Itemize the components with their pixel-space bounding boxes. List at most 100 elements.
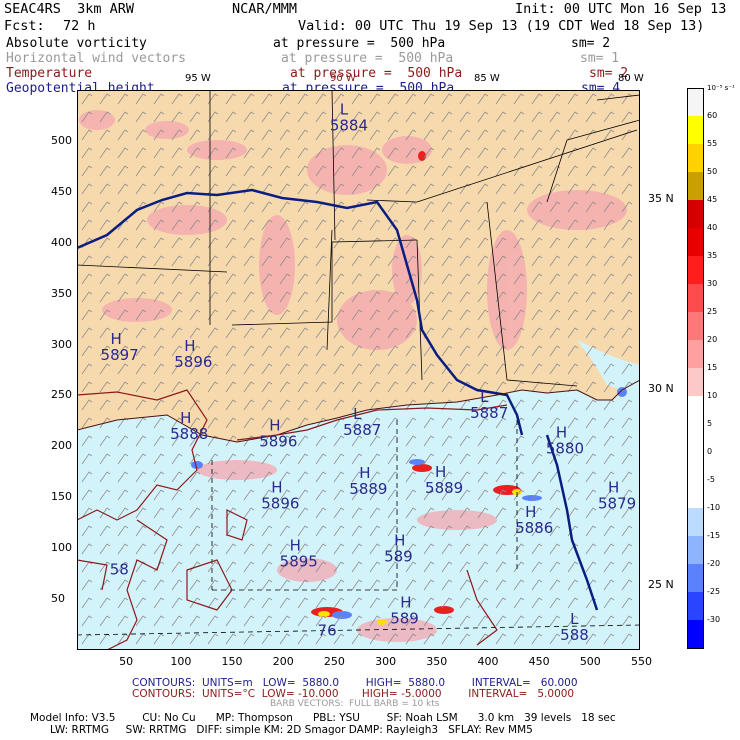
colorbar-level-label: 25	[707, 307, 718, 316]
height-value-label: 58	[110, 561, 129, 579]
lat-label-30n: 30 N	[648, 382, 674, 395]
lon-label-95w: 95 W	[185, 73, 211, 84]
height-marker-low: L	[340, 101, 349, 119]
y-tick-label: 300	[51, 337, 72, 351]
height-marker-high: H	[394, 531, 405, 549]
colorbar-level-label: -25	[707, 587, 721, 596]
footer-model-info-2: LW: RRTMG SW: RRTMG DIFF: simple KM: 2D …	[30, 724, 533, 736]
height-value-label: 5884	[330, 117, 368, 135]
lon-label-85w: 85 W	[474, 73, 500, 84]
colorbar-segment	[687, 592, 704, 620]
x-tick-label: 400	[477, 655, 499, 668]
field-level-vorticity: at pressure = 500 hPa	[273, 36, 446, 51]
field-level-wind: at pressure = 500 hPa	[281, 51, 454, 66]
x-tick-label: 550	[631, 655, 652, 668]
lat-label-35n: 35 N	[648, 192, 674, 205]
colorbar-segment	[687, 536, 704, 564]
x-tick-label: 500	[579, 655, 601, 668]
x-tick-label: 200	[272, 655, 294, 668]
x-tick-label: 300	[375, 655, 397, 668]
colorbar-segment	[687, 620, 704, 649]
lon-label-90w: 90 W	[330, 73, 356, 84]
colorbar-segment	[687, 284, 704, 312]
colorbar-level-label: 50	[707, 167, 718, 176]
init-time: Init: 00 UTC Mon 16 Sep 13	[515, 1, 727, 17]
field-sm-wind: sm= 1	[580, 51, 620, 66]
height-value-label: 5886	[515, 519, 553, 537]
fcst-value: 72 h	[63, 18, 96, 34]
field-sm-vorticity: sm= 2	[571, 36, 611, 51]
x-tick-label: 150	[221, 655, 243, 668]
x-tick-label: 450	[528, 655, 550, 668]
height-marker-low: L	[570, 610, 579, 628]
height-marker-high: H	[290, 537, 301, 555]
height-value-label: 5897	[101, 346, 139, 364]
y-tick-label: 200	[51, 439, 72, 453]
height-value-label: 5889	[349, 480, 387, 498]
coastline	[77, 379, 640, 443]
colorbar-segment	[687, 172, 704, 200]
colorbar-level-label: 10	[707, 391, 718, 400]
y-tick-label: 400	[51, 235, 72, 249]
height-marker-low: L	[480, 388, 489, 406]
temperature-contours	[77, 389, 508, 650]
colorbar-level-label: 0	[707, 447, 713, 456]
colorbar-segment	[687, 508, 704, 536]
lat-label-25n: 25 N	[648, 578, 674, 591]
height-value-label: 76	[318, 622, 337, 640]
colorbar-segment	[687, 312, 704, 340]
field-level-temperature: at pressure = 500 hPa	[290, 66, 463, 81]
y-tick-label: 350	[51, 286, 72, 300]
colorbar-level-label: 55	[707, 139, 718, 148]
colorbar-level-label: -30	[707, 615, 721, 624]
center-label: NCAR/MMM	[232, 1, 298, 17]
x-tick-label: 100	[170, 655, 192, 668]
x-tick-label: 50	[119, 655, 134, 668]
height-value-label: 589	[390, 610, 419, 628]
height-marker-low: L	[353, 405, 362, 423]
height-value-label: 5887	[343, 421, 381, 439]
colorbar-segment	[687, 256, 704, 284]
colorbar-segment	[687, 424, 704, 452]
colorbar-segment	[687, 480, 704, 508]
state-borders	[77, 90, 640, 650]
height-marker-high: H	[608, 478, 619, 496]
height-marker-high: H	[269, 416, 280, 434]
height-value-label: 588	[560, 626, 589, 644]
colorbar-segment	[687, 340, 704, 368]
height-value-label: 5895	[280, 553, 318, 571]
wind-barbs	[77, 90, 640, 650]
colorbar-level-label: 60	[707, 111, 718, 120]
height-value-label: 5889	[425, 479, 463, 497]
footer-barb-info: BARB VECTORS: FULL BARB = 10 kts	[270, 699, 440, 709]
colorbar-level-label: 45	[707, 195, 718, 204]
y-tick-label: 500	[51, 133, 72, 147]
footer-temp-contours: CONTOURS: UNITS=°C LOW= -10.000 HIGH= -5…	[132, 688, 575, 700]
height-value-label: 5896	[259, 432, 297, 450]
y-tick-label: 100	[51, 541, 72, 555]
field-name-vorticity: Absolute vorticity	[6, 36, 147, 51]
colorbar-level-label: 30	[707, 279, 718, 288]
y-tick-label: 50	[51, 592, 65, 606]
height-marker-high: H	[359, 464, 370, 482]
colorbar-segment	[687, 452, 704, 480]
height-value-label: 589	[384, 547, 413, 565]
height-marker-high: H	[400, 594, 411, 612]
colorbar-segment	[687, 564, 704, 592]
field-name-wind: Horizontal wind vectors	[6, 51, 187, 66]
colorbar-segment	[687, 396, 704, 424]
height-value-label: 5880	[546, 439, 584, 457]
x-tick-label: 350	[426, 655, 448, 668]
height-value-label: 5888	[170, 425, 208, 443]
colorbar-level-label: 40	[707, 223, 718, 232]
colorbar-unit-label: 10⁻⁵ s⁻¹	[707, 84, 735, 92]
footer-height-contours: CONTOURS: UNITS=m LOW= 5880.0 HIGH= 5880…	[132, 677, 578, 689]
colorbar-segment	[687, 144, 704, 172]
colorbar-level-label: 15	[707, 363, 718, 372]
y-tick-label: 250	[51, 388, 72, 402]
colorbar-level-label: -15	[707, 531, 721, 540]
height-marker-high: H	[556, 423, 567, 441]
y-tick-label: 150	[51, 490, 72, 504]
colorbar-segment	[687, 116, 704, 144]
